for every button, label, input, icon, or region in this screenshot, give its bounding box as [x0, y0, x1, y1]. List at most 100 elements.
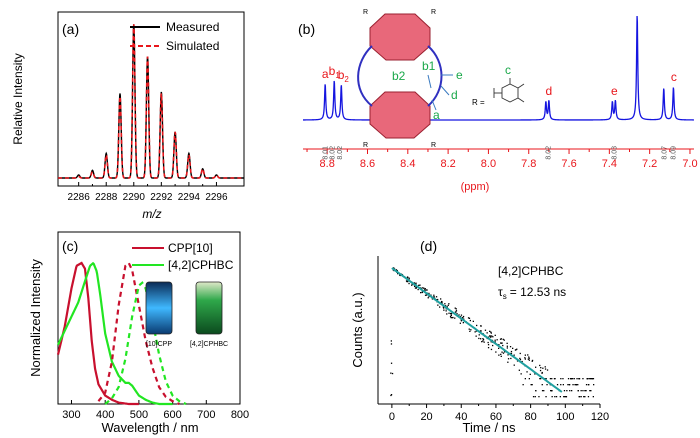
chart-d-point — [522, 384, 524, 386]
chart-d-point — [397, 273, 399, 275]
chart-d-point — [549, 378, 552, 380]
chart-d-point — [510, 352, 513, 355]
chart-d-point — [441, 301, 443, 303]
chart-c-series-2 — [97, 261, 180, 406]
chart-d-point — [435, 296, 438, 298]
chart-d-point — [500, 342, 502, 344]
chart-d-point — [551, 378, 553, 380]
chart-d-point — [518, 369, 520, 371]
chart-d-point — [491, 335, 493, 337]
chart-d-point — [535, 366, 537, 368]
chart-d-point — [415, 282, 417, 284]
chart-d-point — [590, 378, 592, 380]
molecule-label-a: a — [433, 108, 440, 122]
chart-d-point — [490, 336, 492, 338]
chart-d-point — [406, 277, 409, 279]
chart-b-integral-label: 8.01 — [323, 146, 330, 160]
chart-b-integral-label: 8.07 — [661, 146, 668, 160]
panel-label-d: (d) — [420, 238, 437, 254]
chart-d-point — [585, 384, 588, 386]
chart-d-point — [415, 287, 417, 289]
molecule-r-substituent: R — [363, 142, 368, 149]
chart-d-point — [545, 396, 547, 398]
chart-a-x-tick-label: 2290 — [123, 192, 146, 203]
chart-d-x-tick-label: 60 — [490, 411, 502, 423]
molecule-label-b2: b2 — [392, 69, 406, 83]
chart-d-point — [541, 384, 543, 386]
chart-d-point — [414, 285, 416, 287]
chart-d-point — [483, 341, 485, 343]
chart-d-point — [573, 378, 575, 380]
chart-d-point — [481, 341, 483, 343]
chart-d-point — [428, 292, 430, 295]
chart-d-point — [582, 390, 584, 392]
chart-a-x-tick-label: 2296 — [205, 192, 228, 203]
chart-d-point — [590, 390, 592, 392]
chart-d-point — [563, 396, 565, 398]
chart-d-point — [456, 313, 458, 315]
chart-d-point — [431, 298, 434, 300]
chart-c-xlabel: Wavelength / nm — [101, 420, 198, 435]
chart-d-point — [540, 367, 542, 369]
chart-d-point — [462, 317, 464, 319]
vial-inset: [10]CPP [4,2]CPHBC — [145, 281, 228, 348]
chart-d-point — [544, 368, 547, 370]
molecule-r-definition: R = — [472, 98, 485, 107]
chart-d-point — [427, 297, 429, 299]
chart-d-point — [510, 350, 513, 353]
chart-d-point — [551, 390, 553, 392]
chart-d-point — [587, 384, 590, 386]
chart-d-x-tick-label: 40 — [455, 411, 467, 423]
chart-d-point — [422, 287, 424, 289]
chart-d-point — [390, 340, 392, 342]
chart-d-point — [496, 339, 498, 341]
chart-a-ylabel: Relative Intensity — [11, 53, 25, 144]
chart-d-point — [444, 303, 446, 305]
chart-d-point — [513, 364, 515, 366]
chart-d-point — [531, 384, 533, 386]
chart-d-point — [560, 384, 562, 386]
molecule-upper-hbc — [369, 13, 431, 61]
chart-d-point — [423, 287, 425, 289]
chart-c-legend-cphbc-label: [4,2]CPHBC — [168, 258, 234, 272]
chart-d-point — [577, 390, 579, 392]
chart-d-point — [480, 338, 482, 340]
chart-d-point — [534, 396, 536, 398]
chart-d-fit-curve — [391, 267, 563, 393]
chart-d-point — [470, 329, 472, 331]
chart-d-point — [500, 338, 502, 340]
chart-d-point — [480, 330, 482, 332]
chart-d-point — [439, 306, 441, 308]
vial-blue — [145, 281, 173, 335]
chart-d-point — [554, 396, 556, 398]
chart-d-point — [501, 342, 503, 344]
chart-b-x-tick-label: 7.2 — [642, 158, 657, 170]
chart-d-point — [490, 332, 492, 334]
chart-d-point — [408, 282, 410, 285]
chart-d-point — [407, 280, 409, 283]
chart-d-point — [555, 396, 558, 398]
chart-d-point — [575, 384, 577, 386]
chart-d-point — [421, 291, 423, 293]
chart-d-x-tick-label: 100 — [556, 411, 574, 423]
chart-b-x-tick-label: 7.6 — [561, 158, 576, 170]
chart-c-x-tick-label: 300 — [62, 409, 80, 421]
chart-d-point — [556, 384, 559, 386]
chart-b-xlabel: (ppm) — [461, 181, 490, 193]
chart-d-point — [420, 292, 422, 294]
chart-d: 0 20 40 60 80 100 120 [4,2]CPHBC τs = 12.53 ns … — [350, 256, 609, 435]
chart-d-point — [482, 340, 484, 342]
chart-d-point — [395, 269, 398, 271]
chart-d-point — [490, 331, 492, 333]
chart-d-point — [507, 358, 510, 360]
chart-d-point — [424, 288, 426, 290]
chart-d-point — [520, 373, 522, 375]
chart-d-point — [582, 378, 584, 380]
chart-d-point — [560, 378, 562, 380]
chart-b-peak-label: b2 — [338, 68, 350, 84]
chart-d-point — [443, 309, 445, 311]
chart-d-point — [524, 358, 526, 360]
chart-d-point — [580, 396, 582, 398]
chart-d-point — [494, 334, 496, 336]
